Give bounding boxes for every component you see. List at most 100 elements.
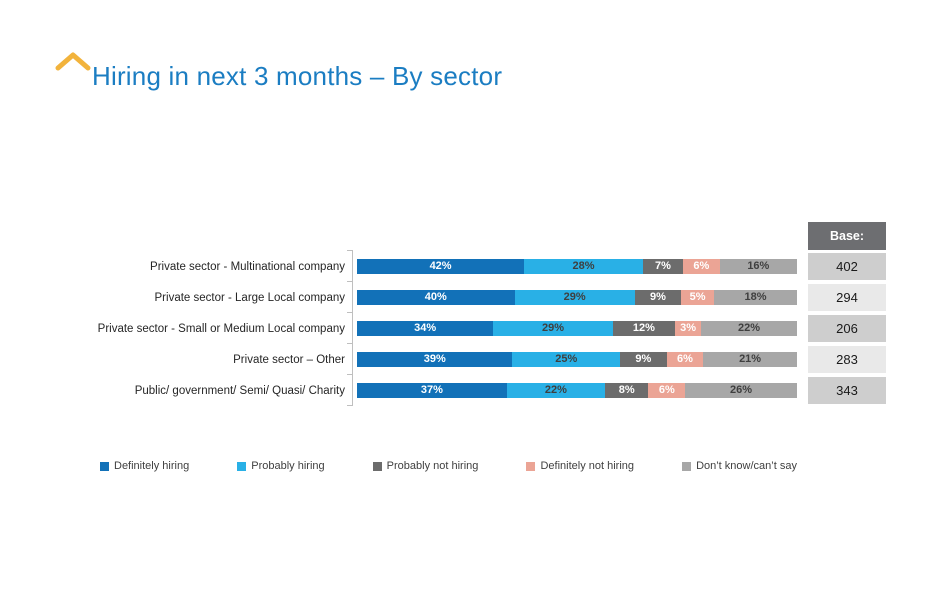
category-label-private-sector-multinational-c: Private sector - Multinational company <box>150 260 345 273</box>
axis-tick <box>347 374 352 375</box>
segment-value-label: 18% <box>744 291 767 303</box>
chart-row: Private sector - Small or Medium Local c… <box>0 313 800 344</box>
segment-value-label: 6% <box>676 353 693 365</box>
bar-segment-probably-not-hiring: 7% <box>642 259 684 274</box>
segment-value-label: 6% <box>658 384 675 396</box>
bar-segment-definitely-hiring: 42% <box>357 259 525 274</box>
bar-segment-probably-not-hiring: 12% <box>612 321 676 336</box>
bar-segment-don-t-know-can-t-say: 22% <box>701 321 797 336</box>
legend-swatch-icon <box>100 461 109 471</box>
base-value-cell: 402 <box>808 253 886 280</box>
stacked-bar: 39% 25% 9% 6% 21% <box>357 352 798 367</box>
bar-segment-probably-hiring: 22% <box>506 383 605 398</box>
base-table-header: Base: <box>808 222 886 250</box>
axis-tick <box>347 405 352 406</box>
segment-value-label: 34% <box>414 322 437 334</box>
segment-value-label: 9% <box>650 291 666 303</box>
bar-segment-definitely-hiring: 37% <box>357 383 507 398</box>
stacked-bar: 40% 29% 9% 5% 18% <box>357 290 797 305</box>
bar-segment-don-t-know-can-t-say: 21% <box>703 352 798 367</box>
legend-label: Probably hiring <box>251 460 325 472</box>
segment-value-label: 8% <box>618 384 635 396</box>
chevron-up-icon <box>55 52 91 71</box>
segment-value-label: 6% <box>693 260 710 272</box>
segment-value-label: 5% <box>689 291 706 303</box>
segment-value-label: 9% <box>635 353 652 365</box>
segment-value-label: 21% <box>739 353 762 365</box>
stacked-bar: 42% 28% 7% 6% 16% <box>357 259 797 274</box>
chart-row: Private sector - Multinational company 42… <box>0 251 800 282</box>
legend-swatch-icon <box>372 461 382 471</box>
category-label-private-sector-other: Private sector – Other <box>233 353 345 366</box>
bar-segment-probably-not-hiring: 9% <box>634 290 682 305</box>
hiring-by-sector-chart: Private sector - Multinational company 42… <box>0 251 800 406</box>
legend-item-don-t-know-can-t-say: Don’t know/can’t say <box>682 460 797 472</box>
bar-segment-definitely-not-hiring: 5% <box>681 290 714 305</box>
legend-swatch-icon <box>526 461 536 471</box>
bar-segment-definitely-not-hiring: 6% <box>648 383 686 398</box>
bar-segment-probably-not-hiring: 8% <box>604 383 649 398</box>
segment-value-label: 29% <box>563 291 586 303</box>
legend-label: Probably not hiring <box>386 460 479 472</box>
segment-value-label: 16% <box>747 260 770 272</box>
legend-item-probably-not-hiring: Probably not hiring <box>372 460 479 472</box>
page-title: Hiring in next 3 months – By sector <box>92 61 503 91</box>
segment-value-label: 28% <box>572 260 595 272</box>
bar-segment-definitely-not-hiring: 6% <box>666 352 704 367</box>
bar-segment-probably-hiring: 25% <box>512 352 621 367</box>
bar-segment-definitely-hiring: 34% <box>357 321 494 336</box>
bar-segment-probably-not-hiring: 9% <box>620 352 667 367</box>
legend-swatch-icon <box>682 461 692 471</box>
base-value-cell: 343 <box>808 377 886 404</box>
legend-item-definitely-hiring: Definitely hiring <box>100 460 189 472</box>
legend-swatch-icon <box>237 461 247 471</box>
base-value-cell: 294 <box>808 284 886 311</box>
segment-value-label: 29% <box>541 322 565 334</box>
bar-segment-don-t-know-can-t-say: 18% <box>714 290 797 305</box>
segment-value-label: 39% <box>423 353 446 365</box>
bar-segment-definitely-hiring: 39% <box>357 352 513 367</box>
segment-value-label: 25% <box>555 353 578 365</box>
bar-segment-don-t-know-can-t-say: 26% <box>685 383 797 398</box>
segment-value-label: 3% <box>680 322 697 334</box>
category-label-private-sector-small-or-medium: Private sector - Small or Medium Local c… <box>97 322 345 335</box>
legend-item-probably-hiring: Probably hiring <box>237 460 325 472</box>
segment-value-label: 40% <box>424 291 447 303</box>
segment-value-label: 42% <box>429 260 452 272</box>
bar-segment-probably-hiring: 29% <box>493 321 613 336</box>
axis-tick <box>347 281 352 282</box>
chart-row: Private sector – Other 39% 25% 9% 6% 21% <box>0 344 800 375</box>
base-table-cells: 402 294 206 283 343 <box>808 253 886 404</box>
legend-label: Definitely not hiring <box>540 460 635 472</box>
legend-label: Don’t know/can’t say <box>696 460 797 472</box>
bar-segment-don-t-know-can-t-say: 16% <box>719 259 797 274</box>
segment-value-label: 22% <box>544 384 567 396</box>
base-value-cell: 206 <box>808 315 886 342</box>
axis-tick <box>347 250 352 251</box>
chart-legend: Definitely hiring Probably hiring Probably… <box>100 460 797 472</box>
segment-value-label: 22% <box>738 322 761 334</box>
axis-tick <box>347 312 352 313</box>
segment-value-label: 37% <box>420 384 443 396</box>
base-value-cell: 283 <box>808 346 886 373</box>
category-label-public-government-semi-quasi-c: Public/ government/ Semi/ Quasi/ Charity <box>134 384 345 397</box>
category-axis-line <box>352 250 353 406</box>
segment-value-label: 7% <box>655 260 671 272</box>
chart-row: Public/ government/ Semi/ Quasi/ Charity… <box>0 375 800 406</box>
segment-value-label: 12% <box>632 322 655 334</box>
stacked-bar: 34% 29% 12% 3% 22% <box>357 321 797 336</box>
stacked-bar: 37% 22% 8% 6% 26% <box>357 383 797 398</box>
category-label-private-sector-large-local-com: Private sector - Large Local company <box>154 291 345 304</box>
bar-segment-definitely-not-hiring: 6% <box>683 259 720 274</box>
axis-tick <box>347 343 352 344</box>
bar-segment-definitely-hiring: 40% <box>357 290 515 305</box>
legend-label: Definitely hiring <box>114 460 190 472</box>
bar-segment-probably-hiring: 29% <box>514 290 635 305</box>
base-table: Base: 402 294 206 283 343 <box>808 222 886 408</box>
legend-item-definitely-not-hiring: Definitely not hiring <box>526 460 634 472</box>
bar-segment-definitely-not-hiring: 3% <box>675 321 702 336</box>
bar-segment-probably-hiring: 28% <box>524 259 643 274</box>
chart-row: Private sector - Large Local company 40% 2… <box>0 282 800 313</box>
segment-value-label: 26% <box>730 384 753 396</box>
